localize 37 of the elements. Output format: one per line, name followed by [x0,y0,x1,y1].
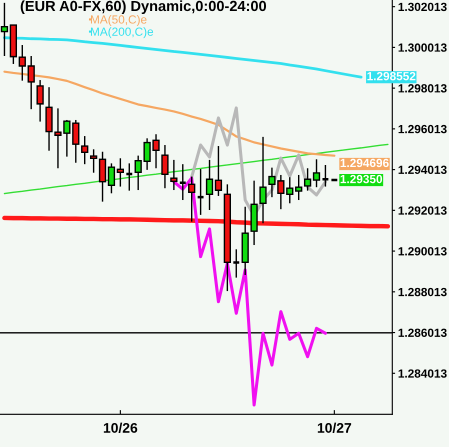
y-tick-label: 1.298013 [398,84,447,93]
candlestick [170,159,178,191]
text: 1.29350 [340,174,382,184]
candlestick [188,176,196,222]
legend-label: MA(50,C)e [90,15,147,26]
legend-label: MA(200,C)e [90,27,154,38]
chart-title: (EUR A0-FX,60) Dynamic,0:00-24:00 [20,0,266,14]
data-label: 1.294696 [340,158,389,168]
candlestick [125,162,134,192]
y-tick-label: 1.296013 [398,124,447,134]
candlestick [161,144,169,189]
y-tick-label: 1.284013 [398,369,447,378]
candlestick [36,79,44,122]
candlestick [312,158,320,188]
y-tick-label: 1.290013 [398,247,447,256]
candlestick [178,163,187,201]
candlestick [196,168,205,216]
candlestick [330,178,339,182]
y-tick-label: 1.288013 [398,288,447,296]
x-tick-label: 10/27 [318,422,352,433]
line-series [2,216,390,229]
candlestick [321,164,330,188]
data-label: 1.298552 [367,72,416,80]
y-tick-label: 1.294013 [398,166,447,174]
y-tick-label: 1.292013 [398,206,447,215]
candlestick [81,135,88,165]
y-tick-label: 1.302013 [398,2,447,12]
y-tick-label: 1.300013 [398,43,447,52]
candlestick [259,136,267,224]
candlestick [152,134,160,169]
candlestick [232,248,240,278]
candlestick [304,168,312,192]
y-tick-label: 1.286013 [398,328,447,337]
candlestick [214,145,222,197]
x-tick-label: 10/26 [104,422,138,433]
candlestick [206,159,214,211]
line-series [4,144,389,194]
